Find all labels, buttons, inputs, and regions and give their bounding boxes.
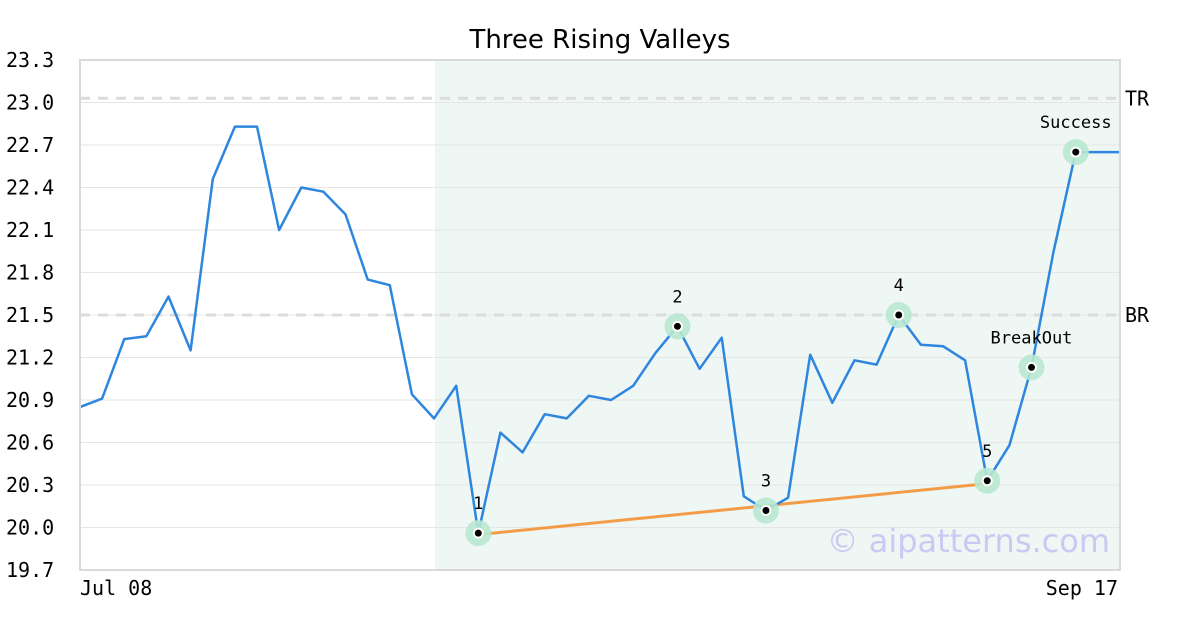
marker-label: 4 bbox=[894, 276, 904, 296]
marker-dot bbox=[983, 477, 991, 485]
y-tick-label: 22.4 bbox=[6, 176, 54, 200]
marker-label: 3 bbox=[761, 472, 771, 492]
plot-frame bbox=[79, 59, 1121, 571]
y-tick-label: 23.3 bbox=[6, 48, 54, 72]
marker-label: 5 bbox=[982, 442, 992, 462]
marker-dot bbox=[1072, 148, 1080, 156]
watermark: © aipatterns.com bbox=[827, 522, 1110, 560]
x-label-end: Sep 17 bbox=[1046, 576, 1118, 600]
reference-lines: TR BR bbox=[80, 86, 1150, 327]
reference-line-label: BR bbox=[1125, 303, 1150, 327]
y-tick-label: 22.7 bbox=[6, 133, 54, 157]
y-axis-ticks: 23.3 23.0 22.7 22.4 22.1 21.8 21.5 21.2 20.9 20.6… bbox=[6, 48, 54, 582]
chart-title: Three Rising Valleys bbox=[468, 25, 730, 55]
y-tick-label: 20.6 bbox=[6, 431, 54, 455]
reference-line-label: TR bbox=[1125, 86, 1150, 110]
valley-trendline bbox=[478, 482, 988, 537]
x-label-start: Jul 08 bbox=[80, 576, 152, 600]
y-tick-label: 21.5 bbox=[6, 303, 54, 327]
marker-label: Success bbox=[1040, 113, 1112, 133]
marker-dot bbox=[673, 322, 681, 330]
y-tick-label: 19.7 bbox=[6, 558, 54, 582]
y-tick-label: 22.1 bbox=[6, 218, 54, 242]
marker-label: 2 bbox=[672, 287, 682, 307]
y-tick-label: 20.0 bbox=[6, 516, 54, 540]
pattern-markers: 1 2 3 4 5 BreakOut Success bbox=[465, 113, 1112, 547]
x-axis-labels: Jul 08 Sep 17 bbox=[80, 576, 1118, 600]
price-line bbox=[79, 125, 1120, 535]
marker-dot bbox=[895, 311, 903, 319]
marker-label: BreakOut bbox=[991, 328, 1073, 348]
gridlines bbox=[80, 102, 1120, 528]
marker-dot bbox=[1027, 363, 1035, 371]
y-tick-label: 21.8 bbox=[6, 261, 54, 285]
marker-label: 1 bbox=[473, 494, 483, 514]
marker-dot bbox=[762, 507, 770, 514]
y-tick-label: 20.3 bbox=[6, 473, 54, 497]
y-tick-label: 21.2 bbox=[6, 346, 54, 370]
marker-dot bbox=[474, 529, 482, 537]
y-tick-label: 23.0 bbox=[6, 91, 54, 115]
y-tick-label: 20.9 bbox=[6, 388, 54, 412]
